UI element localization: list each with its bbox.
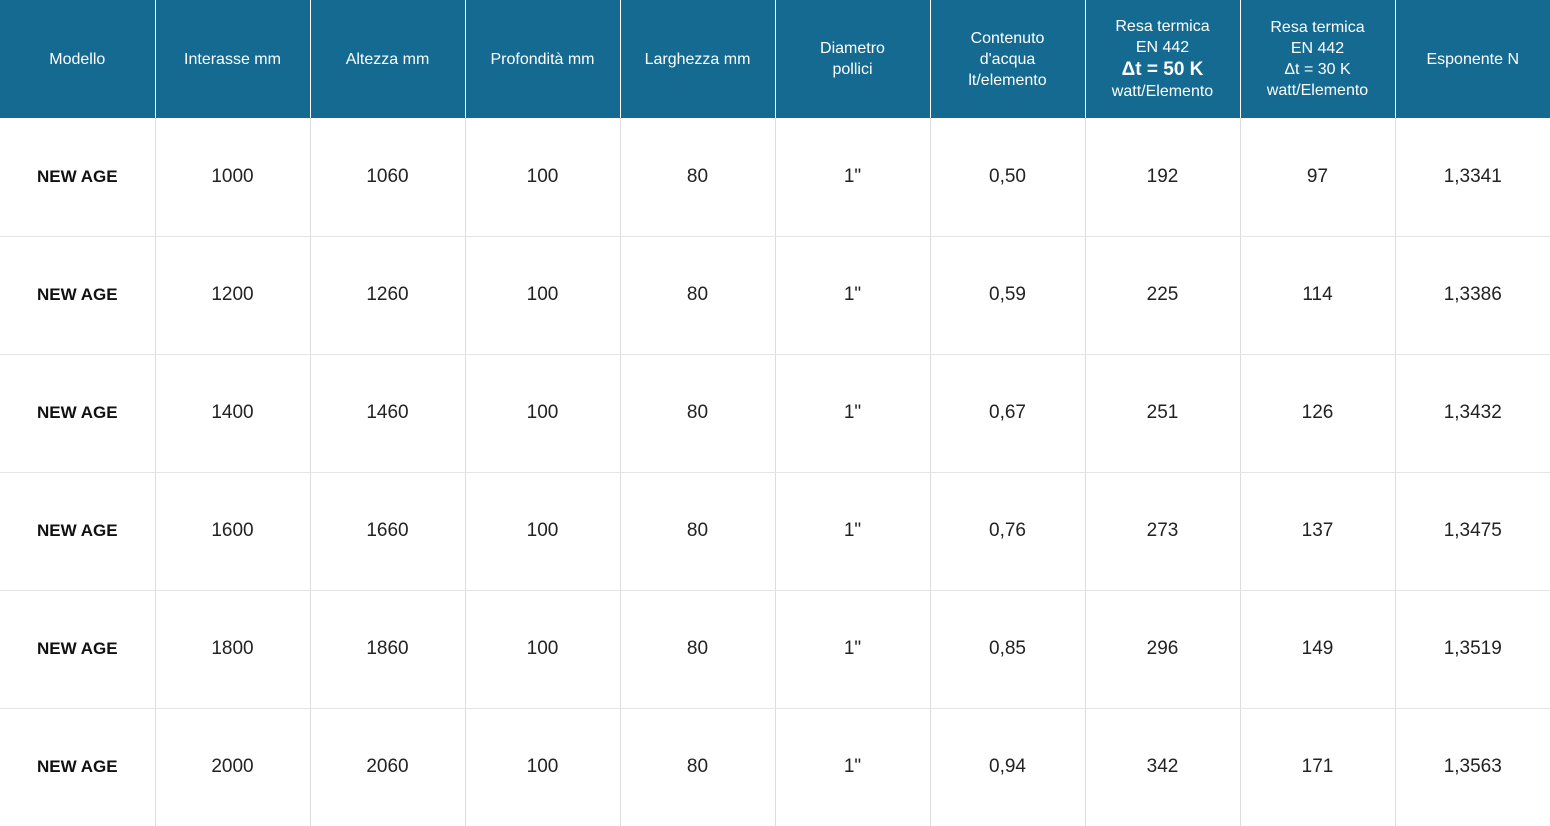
table-row: NEW AGE 1400 1460 100 80 1" 0,67 251 126…: [0, 354, 1550, 473]
header-modello: Modello: [0, 0, 156, 118]
cell-interasse: 2000: [155, 708, 311, 826]
header-diametro-line1: Diametro: [820, 40, 885, 57]
header-contenuto: Contenuto d'acqua lt/elemento: [930, 0, 1086, 118]
table-row: NEW AGE 1800 1860 100 80 1" 0,85 296 149…: [0, 590, 1550, 709]
table-row: NEW AGE 1600 1660 100 80 1" 0,76 273 137…: [0, 472, 1550, 591]
table-row: NEW AGE 1200 1260 100 80 1" 0,59 225 114…: [0, 236, 1550, 355]
cell-larghezza: 80: [620, 472, 776, 591]
cell-larghezza: 80: [620, 118, 776, 237]
cell-altezza: 1260: [310, 236, 466, 355]
cell-modello: NEW AGE: [0, 236, 156, 355]
cell-modello: NEW AGE: [0, 354, 156, 473]
table-body: NEW AGE 1000 1060 100 80 1" 0,50 192 97 …: [0, 118, 1550, 826]
table-header: Modello Interasse mm Altezza mm Profondi…: [0, 0, 1550, 118]
cell-esponente: 1,3341: [1395, 118, 1550, 237]
header-resa-50-line1: Resa termica: [1115, 18, 1210, 35]
header-interasse: Interasse mm: [155, 0, 311, 118]
cell-esponente: 1,3475: [1395, 472, 1550, 591]
cell-profondita: 100: [465, 472, 621, 591]
cell-interasse: 1600: [155, 472, 311, 591]
cell-resa-30: 137: [1240, 472, 1396, 591]
cell-esponente: 1,3563: [1395, 708, 1550, 826]
header-resa-30-line4: watt/Elemento: [1266, 82, 1369, 99]
cell-profondita: 100: [465, 118, 621, 237]
cell-larghezza: 80: [620, 590, 776, 709]
cell-resa-30: 149: [1240, 590, 1396, 709]
cell-resa-50: 342: [1085, 708, 1241, 826]
cell-esponente: 1,3519: [1395, 590, 1550, 709]
cell-esponente: 1,3386: [1395, 236, 1550, 355]
cell-larghezza: 80: [620, 354, 776, 473]
cell-altezza: 1660: [310, 472, 466, 591]
header-contenuto-line3: lt/elemento: [968, 71, 1047, 89]
cell-contenuto: 0,59: [930, 236, 1086, 355]
cell-diametro: 1": [775, 708, 931, 826]
header-resa-50: Resa termica EN 442 Δt = 50 K watt/Eleme…: [1085, 0, 1241, 118]
cell-profondita: 100: [465, 236, 621, 355]
header-row: Modello Interasse mm Altezza mm Profondi…: [0, 0, 1550, 118]
cell-diametro: 1": [775, 472, 931, 591]
header-esponente: Esponente N: [1395, 0, 1550, 118]
cell-esponente: 1,3432: [1395, 354, 1550, 473]
cell-contenuto: 0,85: [930, 590, 1086, 709]
cell-contenuto: 0,50: [930, 118, 1086, 237]
header-resa-30-line1: Resa termica: [1270, 19, 1365, 36]
header-resa-50-line4: watt/Elemento: [1111, 83, 1214, 100]
header-resa-30-delta: Δt = 30 K: [1284, 61, 1351, 78]
header-contenuto-line2: d'acqua: [979, 50, 1036, 68]
header-resa-50-line2: EN 442: [1135, 39, 1190, 56]
cell-resa-50: 251: [1085, 354, 1241, 473]
cell-contenuto: 0,76: [930, 472, 1086, 591]
cell-resa-30: 97: [1240, 118, 1396, 237]
header-altezza: Altezza mm: [310, 0, 466, 118]
cell-resa-30: 114: [1240, 236, 1396, 355]
cell-modello: NEW AGE: [0, 590, 156, 709]
cell-interasse: 1400: [155, 354, 311, 473]
cell-larghezza: 80: [620, 708, 776, 826]
cell-larghezza: 80: [620, 236, 776, 355]
header-resa-30: Resa termica EN 442 Δt = 30 K watt/Eleme…: [1240, 0, 1396, 118]
cell-altezza: 2060: [310, 708, 466, 826]
cell-modello: NEW AGE: [0, 708, 156, 826]
cell-profondita: 100: [465, 354, 621, 473]
header-resa-50-delta: Δt = 50 K: [1121, 59, 1204, 80]
cell-diametro: 1": [775, 236, 931, 355]
cell-altezza: 1460: [310, 354, 466, 473]
header-contenuto-line1: Contenuto: [970, 29, 1045, 47]
table-row: NEW AGE 2000 2060 100 80 1" 0,94 342 171…: [0, 708, 1550, 826]
cell-resa-50: 273: [1085, 472, 1241, 591]
cell-altezza: 1860: [310, 590, 466, 709]
cell-modello: NEW AGE: [0, 118, 156, 237]
table-row: NEW AGE 1000 1060 100 80 1" 0,50 192 97 …: [0, 118, 1550, 237]
cell-profondita: 100: [465, 590, 621, 709]
cell-interasse: 1000: [155, 118, 311, 237]
cell-resa-50: 296: [1085, 590, 1241, 709]
cell-contenuto: 0,67: [930, 354, 1086, 473]
cell-diametro: 1": [775, 118, 931, 237]
cell-modello: NEW AGE: [0, 472, 156, 591]
header-profondita: Profondità mm: [465, 0, 621, 118]
header-diametro-line2: pollici: [832, 61, 873, 78]
cell-contenuto: 0,94: [930, 708, 1086, 826]
cell-altezza: 1060: [310, 118, 466, 237]
cell-interasse: 1200: [155, 236, 311, 355]
header-larghezza: Larghezza mm: [620, 0, 776, 118]
cell-diametro: 1": [775, 354, 931, 473]
cell-resa-50: 192: [1085, 118, 1241, 237]
cell-diametro: 1": [775, 590, 931, 709]
cell-resa-50: 225: [1085, 236, 1241, 355]
cell-profondita: 100: [465, 708, 621, 826]
cell-interasse: 1800: [155, 590, 311, 709]
header-resa-30-line2: EN 442: [1290, 40, 1345, 57]
header-diametro: Diametro pollici: [775, 0, 931, 118]
cell-resa-30: 171: [1240, 708, 1396, 826]
cell-resa-30: 126: [1240, 354, 1396, 473]
